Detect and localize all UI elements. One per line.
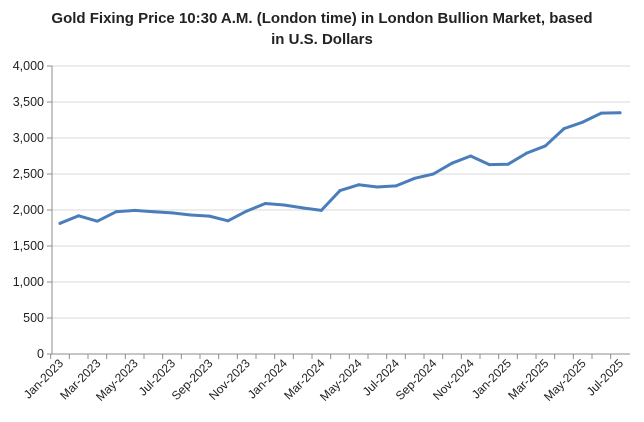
y-tick-label: 1,000	[13, 275, 44, 289]
data-point	[207, 214, 211, 218]
data-point	[375, 185, 379, 189]
data-point	[431, 172, 435, 176]
chart-title-line-2: in U.S. Dollars	[271, 31, 373, 48]
data-point	[170, 211, 174, 215]
x-tick-label: Jul-2025	[584, 356, 627, 399]
series	[58, 111, 622, 225]
data-point	[245, 209, 249, 213]
data-point	[263, 202, 267, 206]
data-point	[450, 161, 454, 165]
data-point	[226, 219, 230, 223]
y-tick-label: 2,000	[13, 203, 44, 217]
y-tick-label: 1,500	[13, 239, 44, 253]
data-point	[95, 219, 99, 223]
y-axis-ticks: 0 500 1,000 1,500 2,000 2,500 3,000 3,500 4,000	[13, 59, 52, 361]
x-axis-ticks: Jan-2023Mar-2023May-2023Jul-2023Sep-2023…	[21, 354, 627, 404]
data-point	[599, 111, 603, 115]
data-point	[58, 221, 62, 225]
y-tick-label: 2,500	[13, 167, 44, 181]
chart-title-line-1: Gold Fixing Price 10:30 A.M. (London tim…	[51, 10, 593, 27]
data-point	[114, 210, 118, 214]
data-point	[543, 144, 547, 148]
data-point	[562, 127, 566, 131]
data-point	[506, 162, 510, 166]
data-point	[469, 154, 473, 158]
data-point	[413, 176, 417, 180]
data-point	[133, 208, 137, 212]
series-line	[58, 111, 622, 225]
data-point	[338, 189, 342, 193]
data-point	[151, 210, 155, 214]
y-tick-label: 3,000	[13, 131, 44, 145]
data-point	[189, 213, 193, 217]
data-point	[618, 111, 622, 115]
data-point	[319, 208, 323, 212]
data-point	[357, 183, 361, 187]
y-tick-label: 4,000	[13, 59, 44, 73]
x-tick-label: Nov-2024	[430, 356, 477, 403]
data-point	[301, 206, 305, 210]
gridlines	[52, 65, 630, 319]
x-tick-label: Nov-2023	[206, 356, 253, 403]
data-point	[487, 163, 491, 167]
chart-title: Gold Fixing Price 10:30 A.M. (London tim…	[0, 8, 644, 50]
data-point	[77, 214, 81, 218]
data-point	[394, 184, 398, 188]
y-tick-label: 0	[37, 347, 44, 361]
data-point	[282, 203, 286, 207]
data-point	[525, 151, 529, 155]
y-tick-label: 500	[23, 311, 44, 325]
data-point	[581, 120, 585, 124]
y-tick-label: 3,500	[13, 95, 44, 109]
